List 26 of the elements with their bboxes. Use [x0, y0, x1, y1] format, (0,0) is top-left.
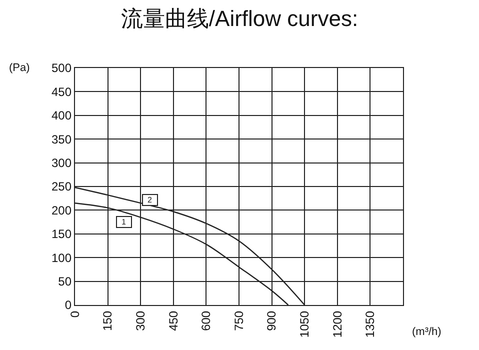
y-tick-label: 200: [51, 203, 72, 218]
x-tick-label: 0: [68, 310, 82, 318]
y-tick-label: 400: [51, 108, 72, 123]
x-tick-label: 750: [232, 310, 246, 331]
y-tick-label: 250: [51, 180, 72, 194]
y-tick-label: 50: [58, 274, 72, 288]
y-tick-label: 450: [51, 84, 72, 99]
x-tick-label: 1050: [298, 310, 312, 338]
x-tick-label: 300: [134, 310, 148, 331]
y-tick-label: 350: [51, 132, 72, 146]
x-tick-label: 1350: [363, 310, 378, 338]
chart-title: 流量曲线/Airflow curves:: [120, 6, 358, 31]
x-tick-label: 1200: [330, 310, 344, 338]
x-tick-label: 150: [100, 310, 115, 331]
y-tick-label: 300: [51, 156, 72, 170]
x-tick-label: 900: [264, 310, 279, 331]
x-tick-label: 600: [199, 310, 214, 331]
x-tick-label: 450: [166, 310, 180, 331]
y-tick-label: 0: [64, 298, 72, 312]
y-axis-title: (Pa): [9, 62, 30, 74]
y-tick-label: 150: [51, 227, 72, 242]
y-tick-label: 100: [51, 250, 72, 265]
annotation: 2: [148, 196, 152, 204]
y-tick-label: 500: [51, 61, 72, 76]
annotation: 1: [122, 218, 126, 226]
x-axis-title: (m³/h): [412, 326, 442, 338]
